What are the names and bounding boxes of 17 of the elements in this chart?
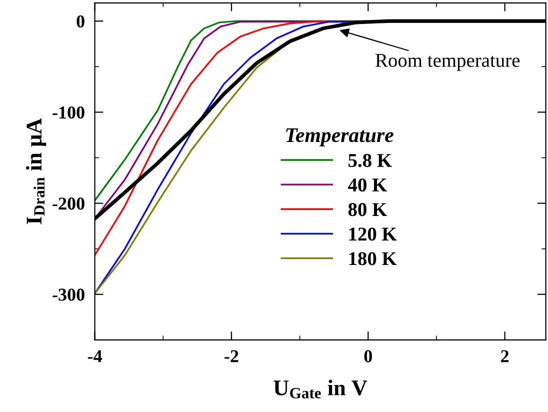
annotation: Room temperature [376, 54, 520, 71]
legend-title: Temperature [286, 128, 394, 146]
legend-label: 180 K [349, 252, 397, 266]
legend-label: 40 K [348, 178, 388, 192]
x-tick-label: -2 [224, 350, 238, 362]
x-tick-label: -4 [88, 350, 102, 362]
y-tick-label: 0 [76, 15, 84, 28]
x-tick-label: 2 [501, 350, 509, 362]
legend-label: 120 K [349, 228, 397, 241]
legend-label: 5.8 K [348, 154, 392, 168]
y-tick-label: -200 [52, 198, 84, 210]
x-tick-label: 0 [364, 350, 372, 362]
y-tick-label: -100 [52, 106, 84, 119]
y-tick-label: -300 [52, 288, 84, 301]
legend-label: 80 K [348, 203, 388, 216]
y-axis-title: I$_{Drain}$ in µA [26, 118, 46, 224]
x-axis-title: U$_{Gate}$ in V [274, 380, 368, 398]
